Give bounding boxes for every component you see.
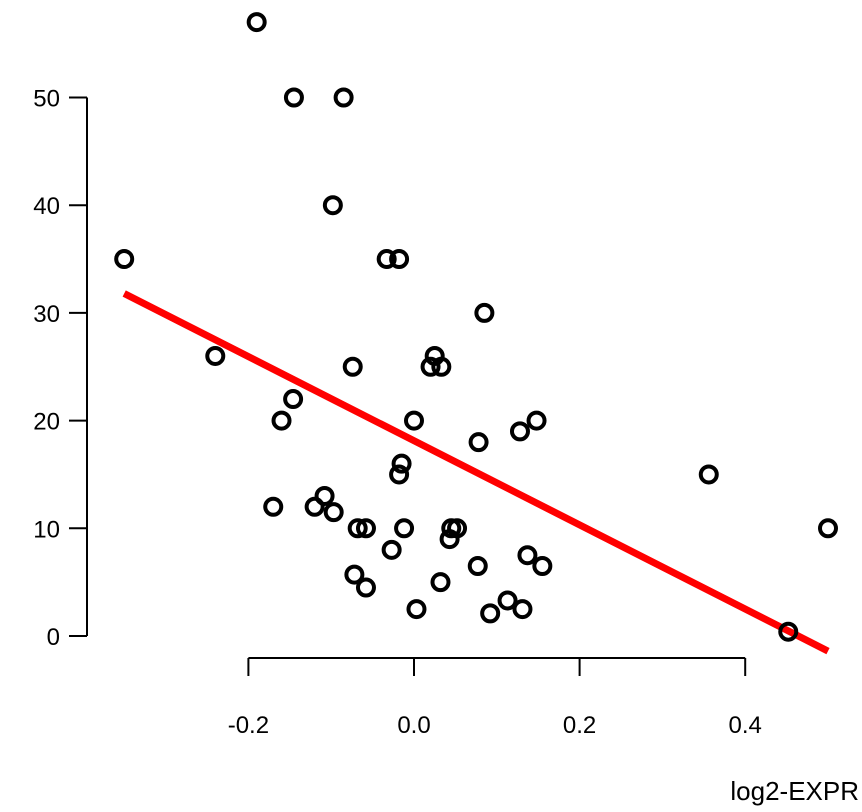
data-point <box>114 249 135 270</box>
x-tick-label: 0.4 <box>729 712 762 739</box>
data-point <box>526 410 547 431</box>
data-point <box>468 432 489 453</box>
data-point <box>517 545 538 566</box>
y-tick-label: 40 <box>33 193 60 220</box>
data-point <box>355 577 376 598</box>
data-point <box>304 496 325 517</box>
x-axis: -0.2 0.0 0.2 0.4 <box>228 657 762 739</box>
y-tick-label: 50 <box>33 86 60 113</box>
data-point <box>333 87 354 108</box>
regression-line <box>122 290 830 655</box>
y-axis: 0 10 20 30 40 50 <box>33 86 88 651</box>
y-tick-label: 10 <box>33 516 60 543</box>
data-point <box>323 502 344 523</box>
data-point <box>474 302 495 323</box>
data-point <box>205 345 226 366</box>
data-point <box>271 410 292 431</box>
data-point <box>420 356 441 377</box>
data-point <box>818 518 838 539</box>
y-tick-label: 30 <box>33 301 60 328</box>
data-point <box>509 421 530 442</box>
data-point <box>394 518 415 539</box>
data-point <box>283 87 304 108</box>
data-point <box>283 389 304 410</box>
data-point <box>467 555 488 576</box>
data-point <box>698 464 719 485</box>
data-point <box>778 621 799 642</box>
data-point <box>430 572 451 593</box>
data-point <box>322 195 343 216</box>
data-point <box>391 453 412 474</box>
data-points <box>114 12 838 642</box>
data-point <box>389 249 410 270</box>
data-point <box>355 518 376 539</box>
y-tick-label: 0 <box>47 624 60 651</box>
data-point <box>381 539 402 560</box>
data-point <box>406 599 427 620</box>
data-point <box>347 518 368 539</box>
data-point <box>431 356 452 377</box>
data-point <box>263 496 284 517</box>
data-point <box>512 599 533 620</box>
x-tick-label: 0.0 <box>397 712 430 739</box>
data-point <box>344 564 365 585</box>
data-point <box>532 555 553 576</box>
data-point <box>376 249 397 270</box>
y-tick-label: 20 <box>33 409 60 436</box>
data-point <box>439 529 460 550</box>
data-point <box>404 410 424 431</box>
x-tick-label: -0.2 <box>228 712 269 739</box>
x-axis-title: log2-EXPR <box>730 776 859 806</box>
data-point <box>497 590 518 611</box>
data-point <box>314 485 335 506</box>
data-point <box>246 12 267 33</box>
data-point <box>480 603 501 624</box>
data-point <box>389 464 410 485</box>
data-point <box>342 356 363 377</box>
x-tick-label: 0.2 <box>563 712 596 739</box>
